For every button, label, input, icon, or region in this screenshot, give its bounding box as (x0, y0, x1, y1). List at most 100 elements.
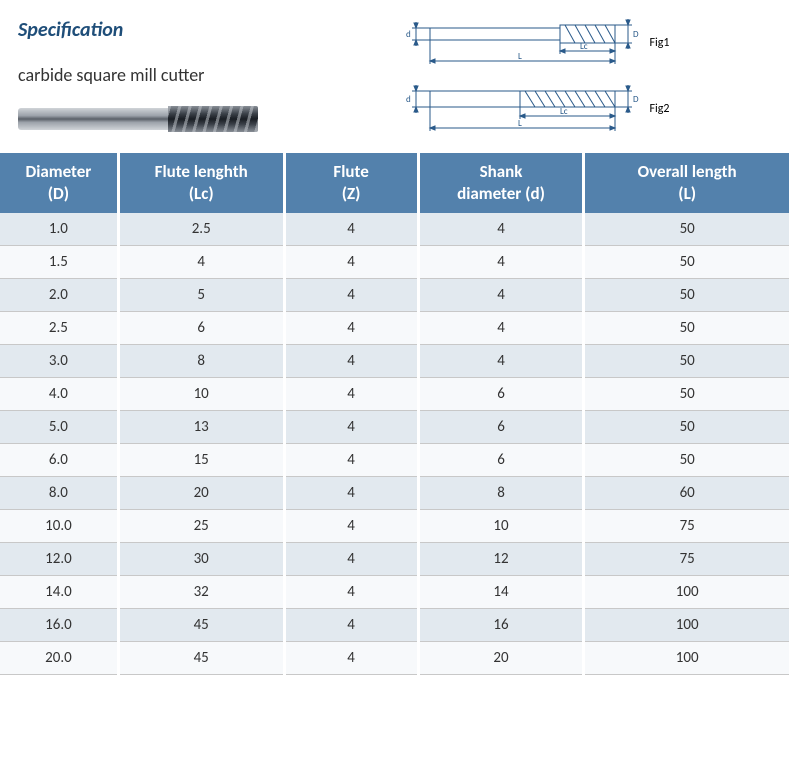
table-row: 6.0154650 (0, 444, 789, 477)
table-cell: 4 (284, 345, 418, 378)
right-column: d D Lc (300, 18, 789, 141)
table-cell: 50 (584, 279, 789, 312)
table-cell: 60 (584, 477, 789, 510)
table-row: 1.02.54450 (0, 213, 789, 246)
svg-text:d: d (406, 94, 411, 105)
table-cell: 6 (418, 378, 584, 411)
table-cell: 45 (118, 642, 284, 675)
table-row: 10.02541075 (0, 510, 789, 543)
table-cell: 4 (418, 246, 584, 279)
svg-text:d: d (406, 29, 411, 40)
svg-text:L: L (518, 51, 522, 62)
svg-text:Lc: Lc (560, 106, 568, 117)
table-cell: 2.0 (0, 279, 118, 312)
table-cell: 20 (118, 477, 284, 510)
col-header-1: Flute lenghth(Lc) (118, 153, 284, 213)
table-cell: 4 (284, 510, 418, 543)
table-cell: 50 (584, 312, 789, 345)
table-cell: 50 (584, 213, 789, 246)
header-row: Diameter(D)Flute lenghth(Lc)Flute(Z)Shan… (0, 153, 789, 213)
spec-table-body: 1.02.544501.5444502.0544502.5644503.0844… (0, 213, 789, 675)
table-cell: 10 (418, 510, 584, 543)
table-cell: 20.0 (0, 642, 118, 675)
table-cell: 4 (418, 312, 584, 345)
table-cell: 100 (584, 609, 789, 642)
table-row: 16.045416100 (0, 609, 789, 642)
table-cell: 5.0 (0, 411, 118, 444)
col-header-line2: (Lc) (124, 183, 279, 205)
table-cell: 50 (584, 378, 789, 411)
table-cell: 32 (118, 576, 284, 609)
col-header-line2: (D) (4, 183, 113, 205)
col-header-3: Shankdiameter (d) (418, 153, 584, 213)
col-header-line1: Flute (290, 161, 413, 183)
col-header-0: Diameter(D) (0, 153, 118, 213)
table-cell: 100 (584, 576, 789, 609)
table-cell: 4 (284, 312, 418, 345)
spec-table-head: Diameter(D)Flute lenghth(Lc)Flute(Z)Shan… (0, 153, 789, 213)
table-cell: 1.5 (0, 246, 118, 279)
table-cell: 6.0 (0, 444, 118, 477)
table-cell: 2.5 (0, 312, 118, 345)
table-cell: 6 (418, 411, 584, 444)
svg-text:D: D (633, 94, 639, 105)
table-cell: 4.0 (0, 378, 118, 411)
table-cell: 4 (284, 543, 418, 576)
table-cell: 16.0 (0, 609, 118, 642)
table-cell: 4 (284, 279, 418, 312)
svg-text:Lc: Lc (580, 41, 588, 52)
table-row: 8.0204860 (0, 477, 789, 510)
fig2-label: Fig2 (650, 102, 670, 116)
table-cell: 10.0 (0, 510, 118, 543)
diagram-fig1-row: d D Lc (400, 18, 670, 68)
flute-photo (168, 106, 258, 132)
product-name: carbide square mill cutter (18, 64, 300, 86)
table-cell: 75 (584, 510, 789, 543)
col-header-line2: diameter (d) (424, 183, 579, 205)
table-cell: 4 (284, 477, 418, 510)
left-column: Specification carbide square mill cutter (0, 18, 300, 141)
table-cell: 50 (584, 444, 789, 477)
table-cell: 10 (118, 378, 284, 411)
table-row: 2.054450 (0, 279, 789, 312)
header-area: Specification carbide square mill cutter (0, 0, 789, 149)
table-row: 4.0104650 (0, 378, 789, 411)
svg-text:D: D (633, 29, 639, 40)
table-cell: 50 (584, 411, 789, 444)
table-row: 5.0134650 (0, 411, 789, 444)
col-header-line1: Flute lenghth (124, 161, 279, 183)
col-header-2: Flute(Z) (284, 153, 418, 213)
table-cell: 4 (284, 411, 418, 444)
product-photo (18, 96, 258, 141)
col-header-line1: Overall length (589, 161, 785, 183)
spec-table: Diameter(D)Flute lenghth(Lc)Flute(Z)Shan… (0, 153, 789, 675)
col-header-4: Overall length(L) (584, 153, 789, 213)
col-header-line2: (L) (589, 183, 785, 205)
table-row: 12.03041275 (0, 543, 789, 576)
table-cell: 12 (418, 543, 584, 576)
table-row: 20.045420100 (0, 642, 789, 675)
table-cell: 3.0 (0, 345, 118, 378)
table-cell: 8.0 (0, 477, 118, 510)
table-cell: 4 (418, 279, 584, 312)
page-title: Specification (18, 18, 300, 42)
table-cell: 50 (584, 246, 789, 279)
table-cell: 16 (418, 609, 584, 642)
table-cell: 1.0 (0, 213, 118, 246)
shank-photo (18, 108, 168, 130)
diagram-fig2-row: d D Lc (400, 83, 670, 135)
table-cell: 75 (584, 543, 789, 576)
col-header-line1: Shank (424, 161, 579, 183)
col-header-line2: (Z) (290, 183, 413, 205)
table-cell: 14 (418, 576, 584, 609)
table-row: 14.032414100 (0, 576, 789, 609)
table-cell: 4 (284, 246, 418, 279)
table-cell: 100 (584, 642, 789, 675)
table-cell: 8 (418, 477, 584, 510)
table-cell: 4 (284, 378, 418, 411)
table-cell: 4 (284, 642, 418, 675)
table-row: 3.084450 (0, 345, 789, 378)
table-row: 2.564450 (0, 312, 789, 345)
fig1-label: Fig1 (650, 36, 670, 50)
table-cell: 45 (118, 609, 284, 642)
